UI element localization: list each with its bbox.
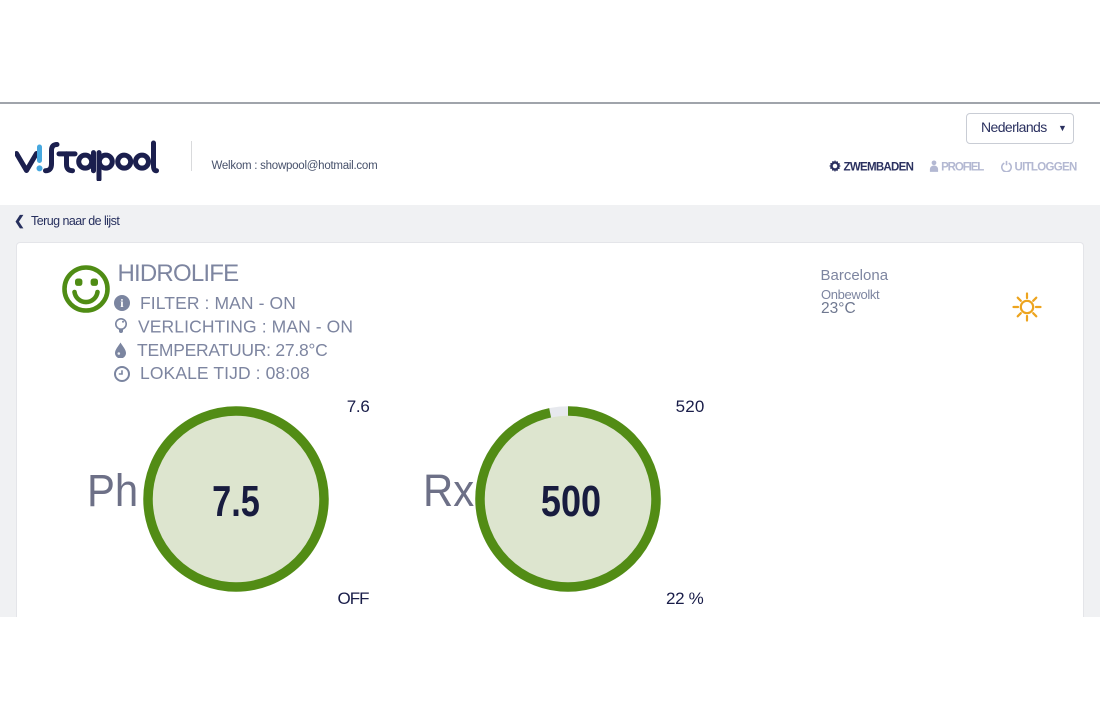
svg-text:i: i — [120, 296, 124, 310]
